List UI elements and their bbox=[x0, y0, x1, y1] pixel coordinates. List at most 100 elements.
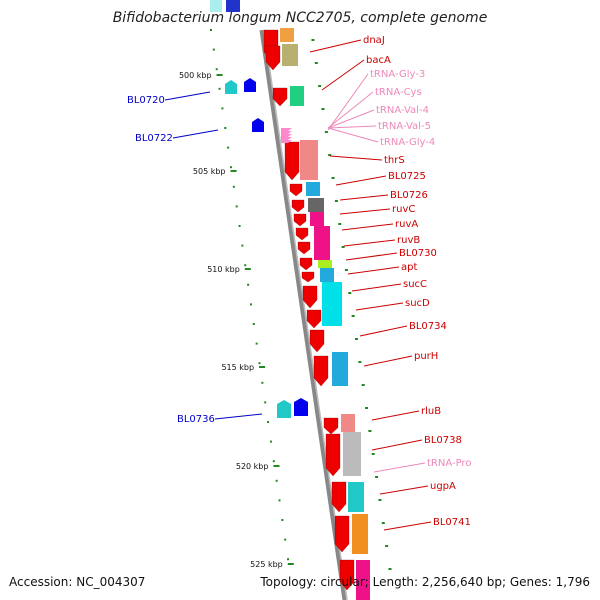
label-leader-line bbox=[321, 59, 365, 91]
scale-label: 505 kbp bbox=[193, 167, 226, 176]
label-leader-line bbox=[383, 521, 432, 531]
gene-arrow bbox=[291, 199, 305, 213]
feature-box bbox=[210, 0, 222, 12]
gene-label: BL0736 bbox=[177, 414, 215, 425]
gene-label: BL0722 bbox=[135, 133, 173, 144]
feature-box bbox=[280, 28, 294, 42]
gene-arrow bbox=[302, 285, 318, 309]
label-leader-line bbox=[327, 109, 375, 129]
feature-box bbox=[348, 482, 364, 512]
label-leader-line bbox=[172, 129, 219, 139]
feature-box bbox=[341, 414, 355, 432]
feature-box bbox=[308, 198, 324, 212]
gene-label: rluB bbox=[421, 406, 441, 417]
gene-arrow bbox=[289, 183, 303, 197]
feature-box bbox=[332, 352, 348, 386]
gene-label: BL0730 bbox=[399, 248, 437, 259]
gene-label: tRNA-Cys bbox=[375, 87, 422, 98]
gene-label: tRNA-Val-5 bbox=[378, 121, 431, 132]
feature-arrow bbox=[225, 80, 237, 94]
trna-mark bbox=[281, 134, 292, 137]
gene-label: BL0741 bbox=[433, 517, 471, 528]
gene-label: thrS bbox=[384, 155, 405, 166]
scale-label: 515 kbp bbox=[221, 363, 254, 372]
map-title: Bifidobacterium longum NCC2705, complete… bbox=[112, 10, 488, 26]
gene-arrow bbox=[272, 87, 288, 107]
label-leader-line bbox=[341, 223, 394, 231]
gene-label: apt bbox=[401, 262, 417, 273]
trna-mark bbox=[281, 128, 292, 131]
label-leader-line bbox=[327, 127, 379, 143]
gene-arrow bbox=[306, 309, 322, 329]
feature-arrow bbox=[244, 78, 256, 92]
genome-summary-text: Topology: circular; Length: 2,256,640 bp… bbox=[260, 575, 590, 589]
label-leader-line bbox=[359, 325, 408, 337]
scale-label: 500 kbp bbox=[179, 71, 212, 80]
feature-box bbox=[314, 226, 330, 260]
gene-label: ugpA bbox=[430, 481, 456, 492]
gene-arrow bbox=[309, 329, 325, 353]
feature-box bbox=[352, 514, 368, 554]
label-leader-line bbox=[347, 266, 400, 275]
label-leader-line bbox=[327, 91, 374, 129]
gene-arrow bbox=[293, 213, 307, 227]
feature-arrow bbox=[252, 118, 264, 132]
feature-box bbox=[290, 86, 304, 106]
label-leader-line bbox=[327, 125, 377, 129]
gene-label: dnaJ bbox=[363, 35, 385, 46]
feature-box bbox=[226, 0, 240, 12]
label-leader-line bbox=[164, 91, 211, 101]
gene-label: bacA bbox=[366, 55, 391, 66]
scale-label: 510 kbp bbox=[207, 265, 240, 274]
label-leader-line bbox=[371, 439, 423, 451]
label-leader-line bbox=[339, 208, 391, 215]
label-leader-line bbox=[371, 410, 420, 421]
label-leader-line bbox=[373, 462, 426, 473]
feature-box bbox=[318, 260, 332, 268]
gene-label: sucD bbox=[405, 298, 430, 309]
feature-box bbox=[310, 212, 324, 226]
feature-box bbox=[320, 268, 334, 282]
label-leader-line bbox=[339, 194, 389, 201]
gene-arrow bbox=[284, 141, 300, 181]
label-leader-line bbox=[214, 413, 263, 420]
feature-box bbox=[282, 44, 298, 66]
gene-label: BL0726 bbox=[390, 190, 428, 201]
gene-arrow bbox=[297, 241, 311, 255]
gene-label: BL0734 bbox=[409, 321, 447, 332]
gene-arrow bbox=[331, 481, 347, 513]
gene-label: tRNA-Gly-4 bbox=[380, 137, 435, 148]
gene-label: ruvA bbox=[395, 219, 418, 230]
feature-box bbox=[306, 182, 320, 196]
feature-arrow bbox=[294, 398, 308, 416]
label-leader-line bbox=[379, 485, 429, 495]
gene-label: BL0725 bbox=[388, 171, 426, 182]
gene-label: BL0738 bbox=[424, 435, 462, 446]
gene-arrow bbox=[313, 355, 329, 387]
feature-box bbox=[343, 432, 361, 476]
trna-mark bbox=[281, 131, 292, 134]
accession-text: Accession: NC_004307 bbox=[9, 575, 146, 589]
gene-arrow bbox=[299, 257, 313, 271]
label-leader-line bbox=[363, 355, 413, 367]
scale-label: 520 kbp bbox=[236, 462, 269, 471]
scale-label: 525 kbp bbox=[250, 560, 283, 569]
gene-arrow bbox=[339, 559, 355, 591]
feature-box bbox=[322, 282, 342, 326]
gene-arrow bbox=[295, 227, 309, 241]
gene-label: sucC bbox=[403, 279, 427, 290]
feature-box bbox=[300, 140, 318, 180]
gene-label: ruvB bbox=[397, 235, 420, 246]
gene-arrow bbox=[265, 45, 281, 71]
label-leader-line bbox=[351, 283, 402, 292]
label-leader-line bbox=[327, 73, 369, 131]
gene-arrow bbox=[323, 417, 339, 435]
backbone-line bbox=[259, 29, 348, 600]
gene-arrow bbox=[334, 515, 350, 553]
gene-label: purH bbox=[414, 351, 438, 362]
gene-label: tRNA-Pro bbox=[427, 458, 471, 469]
feature-box bbox=[356, 560, 370, 600]
gene-arrow bbox=[325, 433, 341, 477]
label-leader-line bbox=[329, 155, 383, 161]
